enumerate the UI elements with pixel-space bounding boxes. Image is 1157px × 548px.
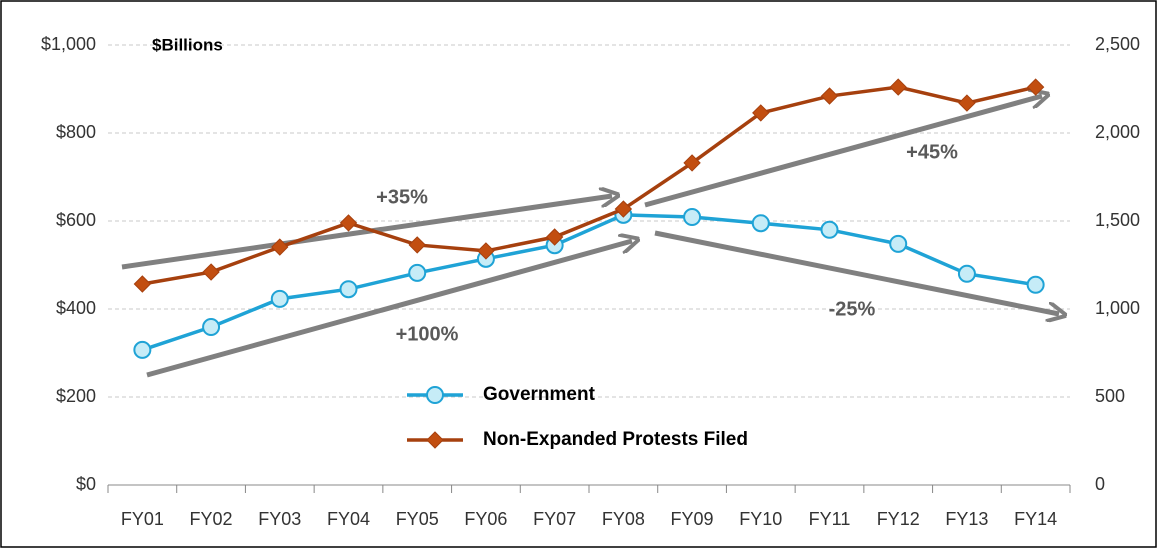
marker xyxy=(751,214,770,233)
marker xyxy=(1026,275,1045,294)
series-line xyxy=(142,85,1037,286)
x-tick-label: FY01 xyxy=(121,509,164,529)
legend-label: Non-Expanded Protests Filed xyxy=(483,429,748,450)
marker xyxy=(408,236,426,254)
marker xyxy=(889,234,908,253)
arrow xyxy=(644,96,1042,208)
marker xyxy=(202,318,221,337)
x-tick-label: FY06 xyxy=(464,509,507,529)
marker xyxy=(683,208,702,227)
y-tick-label: $400 xyxy=(56,298,96,318)
arrow xyxy=(146,241,632,378)
marker xyxy=(339,214,358,232)
marker xyxy=(271,238,289,256)
legend-marker xyxy=(426,431,444,449)
x-tick-label: FY09 xyxy=(671,509,714,529)
marker xyxy=(133,340,152,359)
y2-tick-label: 1,000 xyxy=(1095,298,1140,318)
marker xyxy=(1026,78,1045,96)
marker xyxy=(820,87,839,105)
marker xyxy=(958,94,976,112)
marker xyxy=(889,78,907,96)
arrow xyxy=(654,230,1059,314)
annotation: +35% xyxy=(376,186,428,208)
y2-tick-label: 0 xyxy=(1095,474,1105,494)
legend-marker xyxy=(426,386,444,404)
x-tick-label: FY04 xyxy=(327,509,370,529)
y-tick-label: $200 xyxy=(56,386,96,406)
arrow xyxy=(121,196,612,270)
x-tick-label: FY11 xyxy=(809,509,851,529)
unit-label: $Billions xyxy=(152,35,223,54)
marker xyxy=(683,154,701,172)
y-tick-label: $600 xyxy=(56,210,96,230)
legend-label: Government xyxy=(483,384,596,405)
marker xyxy=(545,228,564,246)
x-tick-label: FY13 xyxy=(945,509,988,529)
y2-tick-label: 2,000 xyxy=(1095,122,1140,142)
annotation: +100% xyxy=(396,323,459,345)
y2-tick-label: 2,500 xyxy=(1095,34,1140,54)
y-tick-label: $0 xyxy=(76,474,96,494)
marker xyxy=(614,200,633,218)
y2-tick-label: 1,500 xyxy=(1095,210,1140,230)
marker xyxy=(408,263,427,282)
marker xyxy=(202,263,220,281)
x-tick-label: FY14 xyxy=(1014,509,1057,529)
marker xyxy=(957,264,976,283)
trend-arrows xyxy=(121,96,1059,378)
x-tick-label: FY07 xyxy=(533,509,576,529)
x-tick-label: FY08 xyxy=(602,509,645,529)
x-tick-label: FY10 xyxy=(739,509,782,529)
y-tick-label: $1,000 xyxy=(41,34,96,54)
x-tick-label: FY12 xyxy=(877,509,920,529)
x-tick-label: FY05 xyxy=(396,509,439,529)
y2-tick-label: 500 xyxy=(1095,386,1125,406)
x-tick-label: FY02 xyxy=(190,509,233,529)
series-line xyxy=(141,213,1036,352)
marker xyxy=(270,289,289,308)
marker xyxy=(820,220,839,239)
annotation: +45% xyxy=(906,141,958,163)
marker xyxy=(477,242,495,260)
marker xyxy=(133,275,152,293)
annotation: -25% xyxy=(829,298,876,320)
marker xyxy=(752,104,770,122)
marker xyxy=(339,280,358,299)
x-tick-label: FY03 xyxy=(258,509,301,529)
y-tick-label: $800 xyxy=(56,122,96,142)
